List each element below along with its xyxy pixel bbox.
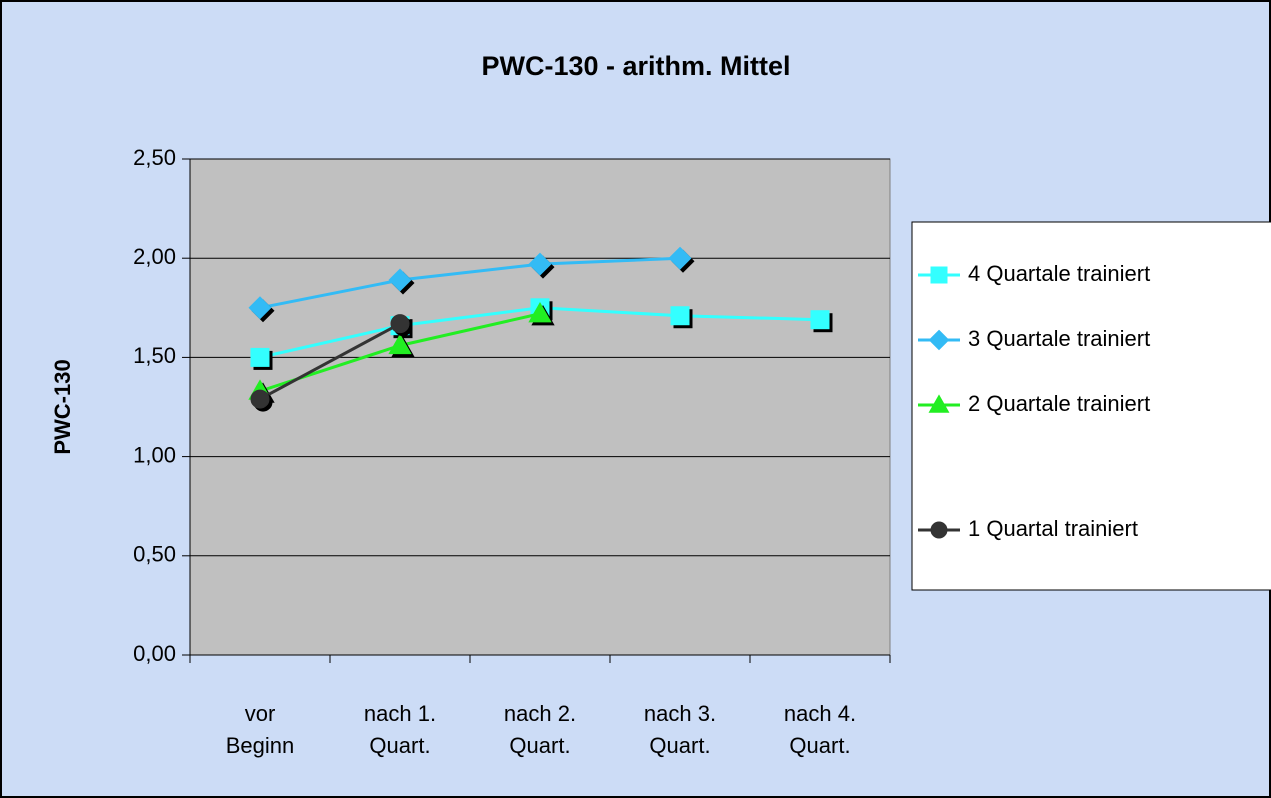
y-tick-label: 0,00 xyxy=(133,641,176,666)
data-point xyxy=(528,252,552,276)
data-point xyxy=(810,310,830,330)
y-tick-label: 0,50 xyxy=(133,542,176,567)
legend-label: 2 Quartale trainiert xyxy=(968,391,1150,416)
legend-box xyxy=(911,221,1271,591)
x-tick-label: nach 3. Quart. xyxy=(644,701,716,758)
data-point xyxy=(390,314,410,334)
chart-title: PWC-130 - arithm. Mittel xyxy=(481,51,790,81)
y-tick-label: 2,50 xyxy=(133,145,176,170)
data-point xyxy=(388,333,412,355)
legend-label: 1 Quartal trainiert xyxy=(968,516,1138,541)
x-tick-label: nach 2. Quart. xyxy=(504,701,576,758)
legend-marker xyxy=(930,266,948,284)
data-point xyxy=(668,246,692,270)
x-tick-label: nach 4. Quart. xyxy=(784,701,856,758)
x-tick-label: nach 1. Quart. xyxy=(364,701,436,758)
legend-label: 3 Quartale trainiert xyxy=(968,326,1150,351)
y-tick-label: 2,00 xyxy=(133,244,176,269)
data-point xyxy=(388,268,412,292)
series-line xyxy=(259,256,681,310)
y-tick-label: 1,50 xyxy=(133,343,176,368)
data-point xyxy=(250,347,270,367)
legend-marker xyxy=(928,329,950,351)
legend-label: 4 Quartale trainiert xyxy=(968,261,1150,286)
series-line xyxy=(259,322,401,401)
data-point xyxy=(670,306,690,326)
y-axis-label: PWC-130 xyxy=(50,359,75,454)
legend-marker xyxy=(930,521,948,539)
data-point xyxy=(248,296,272,320)
x-tick-label: vor Beginn xyxy=(226,701,295,758)
y-tick-label: 1,00 xyxy=(133,442,176,467)
data-point xyxy=(250,389,270,409)
data-point xyxy=(528,301,552,323)
legend-marker xyxy=(928,394,950,413)
plot-area xyxy=(189,158,891,656)
